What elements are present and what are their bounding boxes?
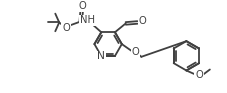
Text: O: O	[195, 70, 203, 80]
Text: O: O	[138, 16, 146, 27]
Text: O: O	[62, 23, 70, 33]
Text: O: O	[132, 47, 139, 57]
Text: NH: NH	[80, 15, 95, 25]
Text: O: O	[79, 1, 86, 11]
Text: N: N	[97, 51, 105, 61]
